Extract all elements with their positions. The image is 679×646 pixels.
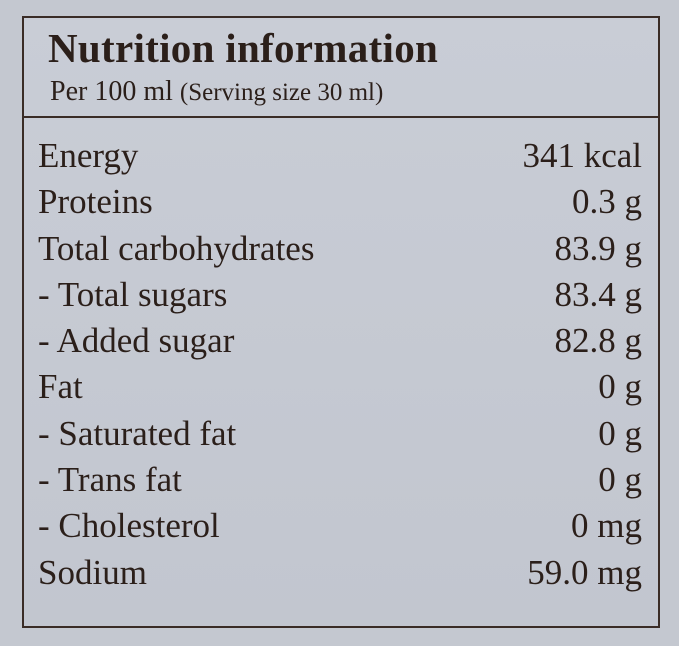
- nutrient-row: - Added sugar 82.8 g: [38, 321, 642, 367]
- nutrient-row: - Total sugars 83.4 g: [38, 275, 642, 321]
- nutrient-row: - Saturated fat 0 g: [38, 414, 642, 460]
- nutrient-row: Proteins 0.3 g: [38, 182, 642, 228]
- nutrient-amount: 83.4 g: [554, 274, 643, 314]
- subtitle: Per 100 ml (Serving size 30 ml): [50, 76, 383, 108]
- nutrient-name: - Saturated fat: [38, 413, 237, 453]
- nutrient-amount: 59.0 mg: [527, 552, 642, 592]
- nutrient-name: - Cholesterol: [38, 506, 220, 546]
- nutrient-row: - Trans fat 0 g: [38, 460, 642, 506]
- nutrient-amount: 341 kcal: [522, 136, 642, 175]
- nutrient-name: - Total sugars: [38, 274, 228, 314]
- nutrient-amount: 82.8 g: [554, 321, 643, 361]
- nutrient-name: Energy: [38, 136, 139, 175]
- nutrient-name: Fat: [38, 367, 83, 407]
- nutrient-amount: 0 g: [598, 413, 642, 453]
- nutrient-row: Total carbohydrates 83.9 g: [38, 229, 642, 275]
- nutrient-name: Total carbohydrates: [38, 228, 315, 268]
- nutrient-amount: 83.9 g: [554, 228, 643, 268]
- nutrient-amount: 0.3 g: [572, 182, 642, 222]
- nutrient-name: - Added sugar: [38, 321, 235, 361]
- nutrient-amount: 0 g: [598, 460, 642, 500]
- nutrient-name: Proteins: [38, 182, 153, 222]
- label-header: Nutrition information Per 100 ml (Servin…: [24, 18, 658, 118]
- serving-size: (Serving size 30 ml): [179, 79, 384, 106]
- nutrient-name: - Trans fat: [38, 460, 182, 500]
- nutrient-row: - Cholesterol 0 mg: [38, 506, 642, 552]
- nutrient-amount: 0 g: [598, 367, 642, 407]
- nutrient-row: Sodium 59.0 mg: [38, 553, 642, 599]
- title: Nutrition information: [48, 25, 439, 71]
- nutrient-table: Energy 341 kcal Proteins 0.3 g Total carbohy…: [38, 136, 642, 599]
- nutrient-amount: 0 mg: [571, 506, 642, 546]
- nutrition-label: Nutrition information Per 100 ml (Servin…: [22, 16, 660, 628]
- nutrient-row: Energy 341 kcal: [38, 136, 642, 182]
- per-amount: Per 100 ml: [50, 76, 173, 107]
- nutrient-name: Sodium: [38, 552, 147, 592]
- nutrient-row: Fat 0 g: [38, 367, 642, 413]
